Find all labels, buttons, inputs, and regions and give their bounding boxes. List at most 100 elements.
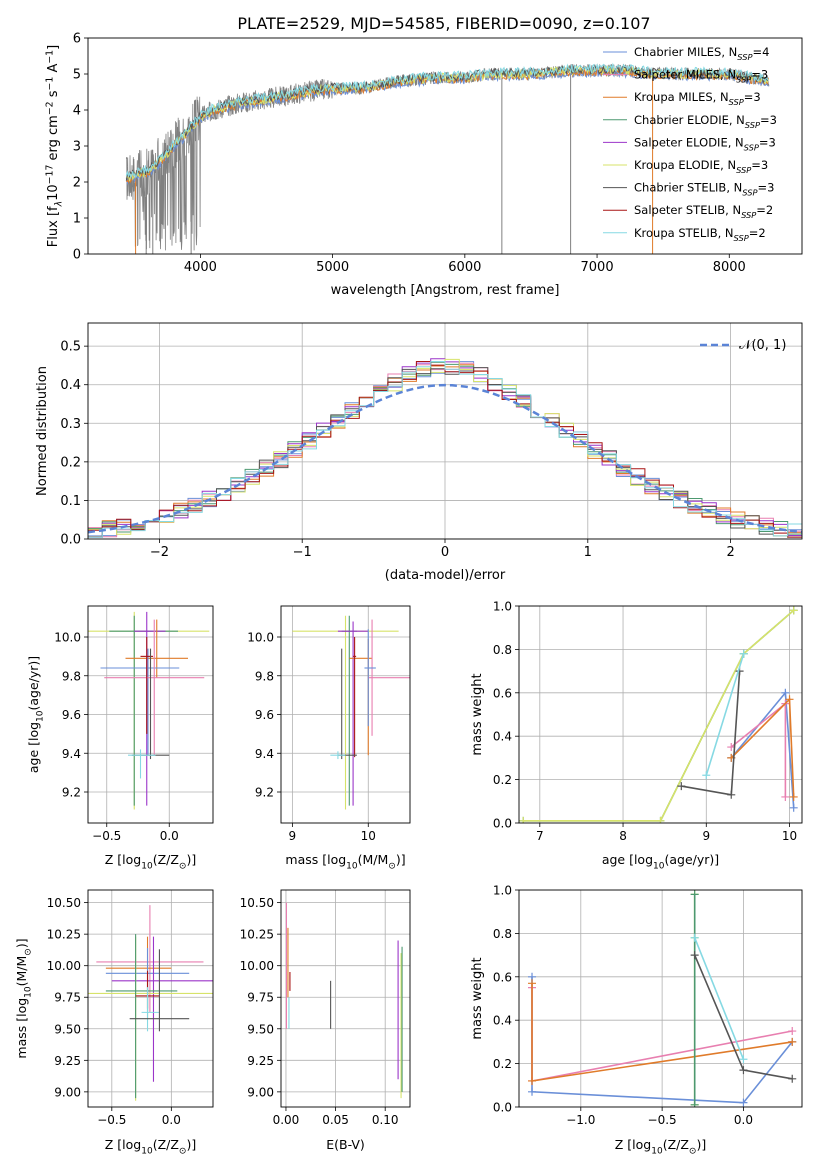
label-part: 10 [141, 1146, 153, 1156]
axes-frame [87, 37, 803, 255]
x-tick-label: 0.0 [162, 1113, 181, 1127]
residuals-plot-area [88, 323, 802, 539]
legend-entry: 𝒩(0, 1) [739, 338, 786, 353]
axes-frame [87, 889, 214, 1108]
label-part: Chabrier STELIB, N [634, 181, 742, 195]
normal-curve-line [88, 383, 802, 534]
data-point-kroupa_miles [788, 1037, 797, 1046]
axes-frame [518, 889, 803, 1108]
y-tick-label: 2 [73, 176, 81, 191]
label-part: 10 [651, 1146, 663, 1156]
axes-frame [518, 605, 803, 824]
data-point-chabrier_elodie [690, 1100, 699, 1107]
x-tick-label: −0.5 [648, 1113, 677, 1127]
label-part: λ [54, 201, 65, 208]
label-part: =3 [757, 181, 774, 195]
legend-entry: Salpeter ELODIE, NSSP=3 [634, 135, 776, 152]
mass-vs-ebv-panel: 0.00 0.05 0.10 9.00 9.25 9.50 9.75 10.00 10.25 10… [240, 889, 411, 1152]
series-line-kroupa_miles [730, 697, 795, 798]
y-tick-label: 9.25 [54, 1054, 81, 1068]
x-tick-label: 7 [536, 829, 544, 843]
y-tick-label: 0.4 [493, 1014, 512, 1028]
label-part: =3 [751, 68, 768, 82]
data-point-chabrier_miles [781, 688, 790, 697]
y-tick-label: 10.25 [240, 928, 274, 942]
y-tick-label: 10.0 [247, 631, 274, 645]
label-part: ⊙ [689, 1146, 697, 1156]
label-part: 10 [35, 710, 45, 722]
axes-frame [280, 605, 411, 824]
y-tick-label: 9.50 [54, 1022, 81, 1036]
model-spectrum-kroupa_stelib [125, 62, 769, 179]
label-part: SSP [729, 97, 744, 107]
y-axis-label: Normed distribution [35, 366, 50, 496]
data-point-salpeter_miles [788, 1027, 797, 1036]
x-tick-label: 0.00 [273, 1113, 300, 1127]
y-tick-label: 0.2 [493, 1057, 512, 1071]
label-part: )] [186, 852, 196, 867]
data-point-kroupa_miles [789, 792, 798, 801]
x-tick-label: −1.0 [566, 1113, 595, 1127]
y-tick-label: 9.2 [255, 786, 274, 800]
label-part: Kroupa ELODIE, N [634, 158, 736, 172]
age-vs-mass-plot-area [281, 606, 410, 823]
label-part: Salpeter MILES, N [634, 68, 736, 82]
label-part: Z [log [105, 852, 141, 867]
x-tick-label: −1 [293, 545, 312, 560]
label-part: (M/M [358, 852, 389, 867]
data-point-chabrier_miles [789, 803, 798, 812]
legend-entry: Kroupa STELIB, NSSP=2 [634, 226, 766, 243]
data-point-kroupa_miles [528, 1076, 537, 1085]
y-tick-label: 9.25 [247, 1054, 274, 1068]
y-tick-label: 0.4 [493, 730, 512, 744]
y-axis-label: age [log10(age/yr)] [26, 656, 45, 773]
y-tick-label: 10.50 [240, 896, 274, 910]
y-tick-label: 0 [73, 248, 81, 263]
age-vs-Z-plot-area [88, 606, 213, 823]
label-part: 10 [141, 861, 153, 871]
data-point-salpeter_miles [781, 792, 790, 801]
x-tick-label: 0.05 [322, 1113, 349, 1127]
y-tick-label: 0.2 [493, 773, 512, 787]
label-part: Salpeter STELIB, N [634, 203, 741, 217]
y-tick-label: 9.00 [54, 1085, 81, 1099]
label-part: 10 [23, 986, 33, 998]
y-tick-label: 9.6 [255, 708, 274, 722]
x-tick-label: 0 [441, 545, 449, 560]
label-part: 10 [46, 184, 61, 201]
label-part: SSP [736, 165, 751, 175]
y-tick-label: 6 [73, 32, 81, 47]
y-tick-label: 0.1 [60, 494, 81, 509]
y-axis-label: mass weight [470, 957, 485, 1039]
label-part: )] [696, 1137, 706, 1152]
label-part: SSP [744, 142, 759, 152]
series-line-chabrier_miles [730, 690, 795, 808]
data-point-kroupa_elodie [789, 606, 798, 615]
x-axis-label: wavelength [Angstrom, rest frame] [331, 283, 560, 298]
label-part: Chabrier ELODIE, N [634, 113, 745, 127]
mass-vs-Z-panel: −0.5 0.0 9.00 9.25 9.50 9.75 10.00 10.25 10.50 Z … [14, 889, 214, 1156]
legend-entry: Chabrier STELIB, NSSP=3 [634, 181, 774, 198]
grid [281, 890, 410, 1107]
y-tick-label: 0.4 [60, 378, 81, 393]
label-part: −17 [44, 165, 55, 185]
data-point-kroupa_elodie [656, 816, 665, 823]
label-part: (age/yr)] [664, 852, 719, 867]
label-part: =3 [751, 158, 768, 172]
series-line-kroupa_elodie [523, 609, 795, 822]
label-part: )] [186, 1137, 196, 1152]
label-part: age [log [602, 852, 653, 867]
data-point-kroupa_stelib [702, 771, 711, 780]
x-tick-label: 7000 [581, 260, 614, 275]
x-tick-label: 0.10 [372, 1113, 399, 1127]
x-tick-label: 8 [619, 829, 627, 843]
y-tick-label: 10.25 [47, 928, 81, 942]
weight-vs-Z-plot-area [519, 890, 802, 1107]
label-part: =4 [752, 45, 769, 59]
x-axis-label: mass [log10(M/M⊙)] [285, 852, 405, 871]
data-point-chabrier_stelib [727, 790, 736, 799]
model-spectrum-chabrier_stelib [125, 63, 769, 181]
label-part: mass [log [14, 998, 29, 1059]
y-tick-label: 10.0 [54, 631, 81, 645]
